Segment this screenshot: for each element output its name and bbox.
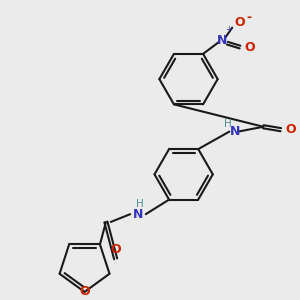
Text: O: O <box>235 16 245 29</box>
Text: O: O <box>79 285 90 298</box>
Text: H: H <box>224 119 231 129</box>
Text: N: N <box>133 208 143 221</box>
Text: O: O <box>285 123 296 136</box>
Text: +: + <box>225 26 232 34</box>
Text: O: O <box>244 40 255 54</box>
Text: H: H <box>136 199 144 209</box>
Text: O: O <box>110 243 121 256</box>
Text: N: N <box>217 34 228 47</box>
Text: N: N <box>230 125 240 138</box>
Text: -: - <box>246 11 251 24</box>
